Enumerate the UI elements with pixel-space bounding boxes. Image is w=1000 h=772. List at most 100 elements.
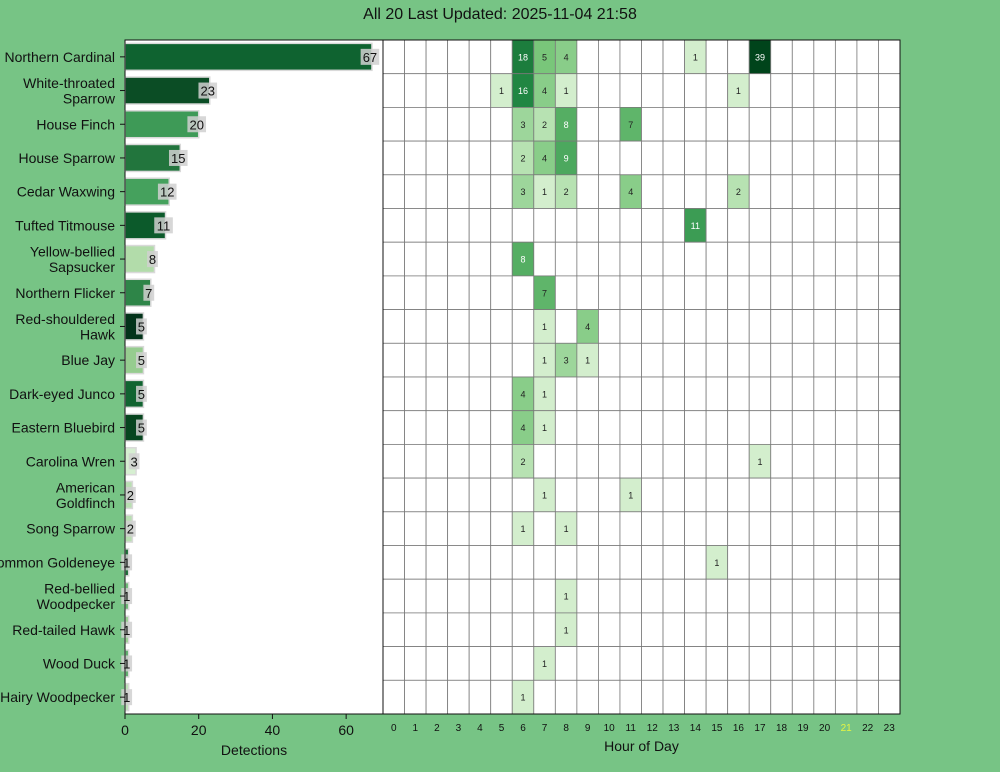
heatmap-cell (834, 679, 858, 715)
heatmap-cell (619, 342, 642, 378)
heatmap-value: 3 (564, 356, 569, 366)
heatmap-value: 39 (755, 52, 765, 62)
heatmap-cell (468, 443, 492, 479)
heatmap-cell (619, 140, 642, 176)
heatmap-cell (382, 679, 405, 715)
heatmap-cell (425, 511, 449, 546)
heatmap-cell (468, 612, 492, 648)
heatmap-cell (382, 578, 405, 614)
x-axis-label: Detections (221, 742, 287, 758)
data-label: 5 (138, 421, 145, 436)
hour-tick-label: 23 (884, 723, 896, 734)
heatmap-cell (684, 511, 707, 546)
heatmap-value: 1 (564, 592, 569, 602)
heatmap-cell (511, 477, 535, 513)
category-label: Blue Jay (61, 352, 115, 368)
heatmap-cell (447, 477, 470, 513)
heatmap-cell (662, 545, 685, 580)
heatmap-cell (619, 511, 642, 546)
heatmap-cell (748, 342, 772, 378)
heatmap-cell (404, 646, 427, 681)
heatmap-cell (662, 275, 685, 310)
data-label: 2 (127, 522, 134, 537)
heatmap-cell (878, 511, 901, 546)
heatmap-cell (382, 107, 405, 142)
heatmap-cell (813, 140, 836, 176)
heatmap-cell (554, 309, 578, 344)
heatmap-cell (425, 545, 449, 580)
heatmap-cell (382, 140, 405, 176)
heatmap-cell (447, 309, 470, 344)
data-label: 8 (149, 252, 156, 267)
heatmap-cell (856, 679, 879, 715)
data-label: 15 (171, 151, 185, 166)
data-label-bg (124, 520, 136, 537)
heatmap-cell (705, 646, 729, 681)
heatmap-cell (748, 477, 772, 513)
heatmap-cell (576, 578, 599, 614)
heatmap-cell (705, 241, 729, 277)
heatmap-cell (641, 545, 664, 580)
heatmap-cell (770, 342, 793, 378)
heatmap-cell (404, 140, 427, 176)
heatmap-cell (834, 646, 858, 681)
heatmap-cell (705, 443, 729, 479)
heatmap-value: 3 (521, 187, 526, 197)
heatmap-cell (468, 275, 492, 310)
hour-tick-label: 0 (391, 723, 397, 734)
heatmap-cell (404, 309, 427, 344)
heatmap-cell (554, 376, 578, 412)
heatmap-cell (447, 107, 470, 142)
heatmap-cell (878, 208, 901, 243)
heatmap-value: 16 (518, 86, 528, 96)
heatmap-x-axis-label: Hour of Day (604, 738, 679, 754)
heatmap-cell (468, 410, 492, 445)
heatmap-cell (425, 39, 449, 75)
heatmap-cell (404, 578, 427, 614)
data-label: 7 (145, 286, 152, 301)
heatmap-cell (878, 241, 901, 277)
data-label-bg (143, 284, 155, 301)
heatmap-cell (598, 612, 621, 648)
heatmap-cell (791, 679, 815, 715)
heatmap-cell (490, 410, 513, 445)
heatmap-cell (598, 410, 621, 445)
heatmap-cell (641, 309, 664, 344)
heatmap-cell (619, 443, 642, 479)
heatmap-cell (598, 477, 621, 513)
heatmap-cell (727, 612, 750, 648)
bar-plot-area (125, 40, 383, 714)
heatmap-cell (878, 578, 901, 614)
hour-tick-label: 10 (604, 723, 616, 734)
heatmap-cell (662, 410, 685, 445)
heatmap-cell (791, 511, 815, 546)
data-label: 23 (201, 84, 215, 99)
heatmap-cell (705, 511, 729, 546)
heatmap-cell (813, 241, 836, 277)
heatmap-cell (813, 309, 836, 344)
heatmap-cell (490, 646, 513, 681)
category-label: Carolina Wren (26, 453, 115, 469)
data-label: 1 (123, 623, 130, 638)
heatmap-cell (554, 208, 578, 243)
heatmap-value: 2 (736, 187, 741, 197)
heatmap-cell (447, 410, 470, 445)
heatmap-cell (641, 443, 664, 479)
category-label: Dark-eyed Junco (9, 386, 115, 402)
heatmap-cell (404, 208, 427, 243)
heatmap-value: 1 (757, 457, 762, 467)
heatmap-cell (834, 174, 858, 209)
heatmap-cell (554, 545, 578, 580)
heatmap-cell (813, 679, 836, 715)
heatmap-cell (748, 545, 772, 580)
heatmap-cell (834, 39, 858, 75)
heatmap-cell (404, 410, 427, 445)
heatmap-cell (856, 208, 879, 243)
heatmap-value: 8 (521, 255, 526, 265)
heatmap-cell (447, 612, 470, 648)
heatmap-cell (490, 309, 513, 344)
x-tick-label: 20 (191, 722, 207, 738)
heatmap-cell (382, 511, 405, 546)
heatmap-cell (791, 107, 815, 142)
hour-tick-label: 18 (776, 723, 788, 734)
